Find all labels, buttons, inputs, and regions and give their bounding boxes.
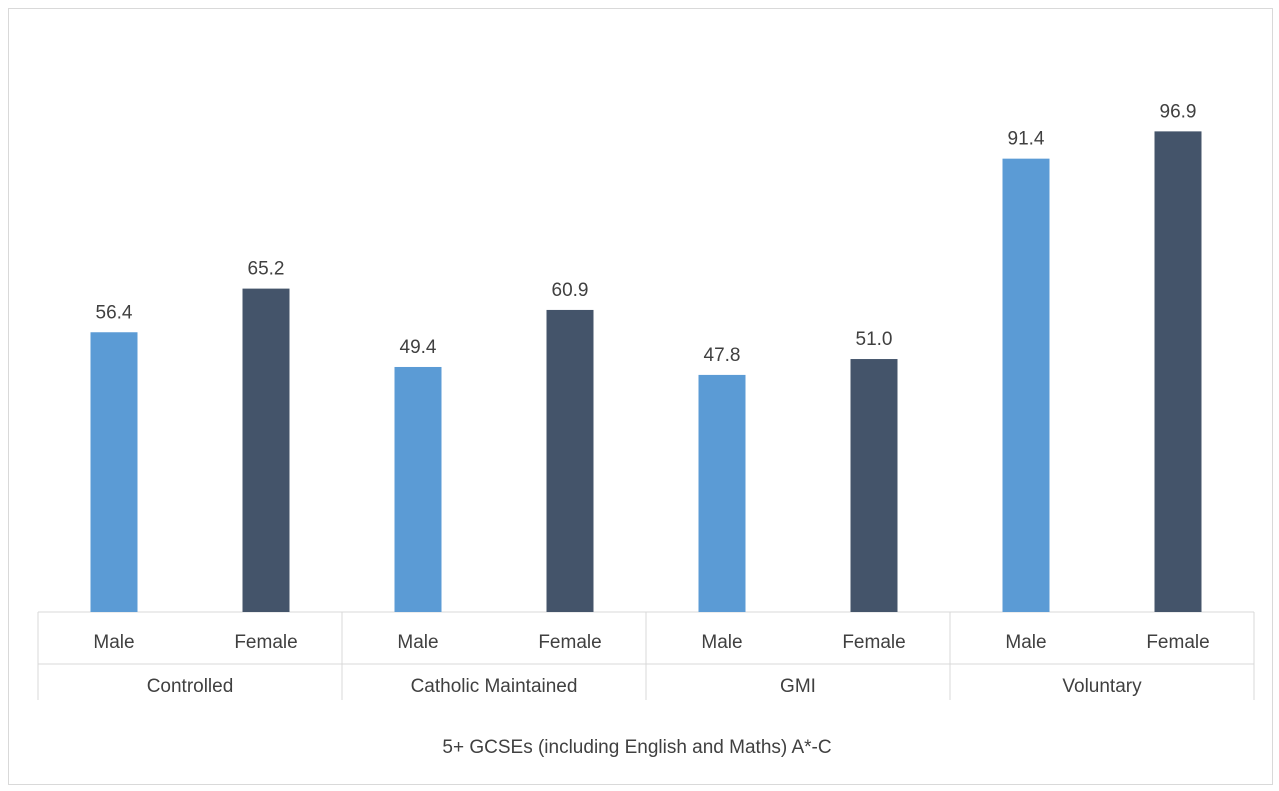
data-label: 47.8 [704,345,741,366]
bar-gmi-female [851,359,898,612]
category-tick-label: Female [1146,632,1209,653]
bar-controlled-female [243,289,290,612]
data-label: 60.9 [552,280,589,301]
group-tick-label: Voluntary [1062,676,1142,697]
data-label: 96.9 [1160,101,1197,122]
category-tick-label: Male [93,632,134,653]
bar-catholic-maintained-male [395,367,442,612]
category-tick-label: Female [842,632,905,653]
category-tick-label: Female [234,632,297,653]
bar-controlled-male [91,332,138,612]
group-tick-label: GMI [780,676,816,697]
bar-voluntary-male [1003,159,1050,612]
data-label: 65.2 [248,259,285,280]
category-tick-label: Male [397,632,438,653]
bar-catholic-maintained-female [547,310,594,612]
category-tick-label: Male [1005,632,1046,653]
x-axis-title: 5+ GCSEs (including English and Maths) A… [442,737,831,758]
bar-voluntary-female [1155,131,1202,612]
group-tick-label: Controlled [147,676,234,697]
category-tick-label: Female [538,632,601,653]
data-label: 56.4 [96,302,133,323]
group-tick-label: Catholic Maintained [411,676,578,697]
bar-gmi-male [699,375,746,612]
category-axis: Male Female Controlled Male Female Catholic M… [38,612,1254,700]
data-label: 91.4 [1008,129,1045,150]
category-tick-label: Male [701,632,742,653]
bars [91,131,1202,612]
data-label: 51.0 [856,329,893,350]
data-label: 49.4 [400,337,437,358]
